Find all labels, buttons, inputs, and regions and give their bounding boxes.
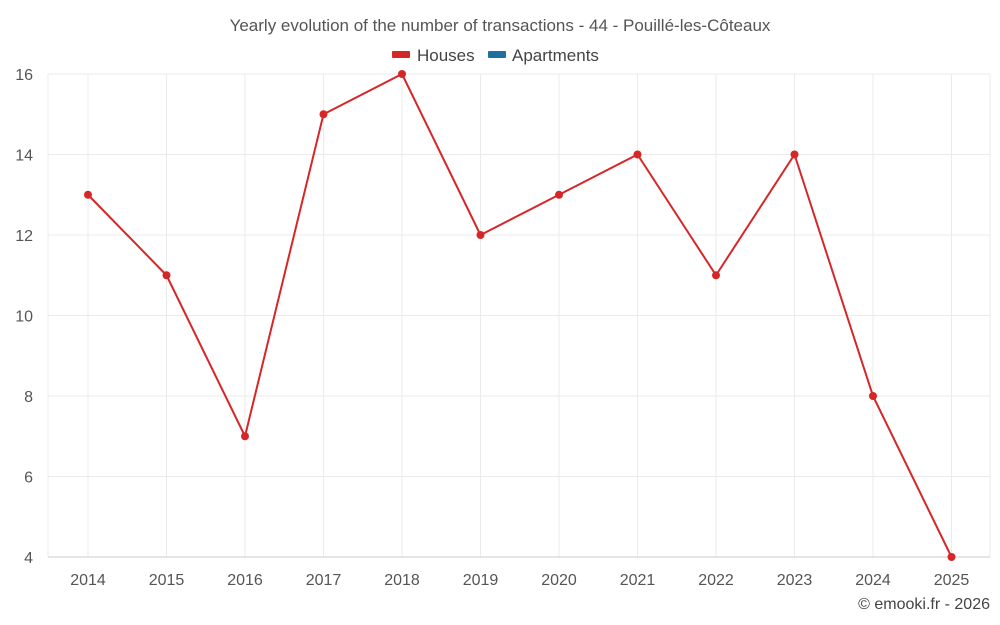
data-point[interactable] xyxy=(476,231,485,239)
y-tick-label: 16 xyxy=(15,67,33,84)
x-tick-label: 2016 xyxy=(227,572,263,589)
legend-label-apartments: Apartments xyxy=(512,46,599,65)
chart-title: Yearly evolution of the number of transa… xyxy=(230,16,771,35)
data-point[interactable] xyxy=(555,190,563,199)
data-point[interactable] xyxy=(869,392,877,400)
legend-swatch-apartments xyxy=(488,51,506,58)
data-point[interactable] xyxy=(241,432,249,441)
legend: Houses Apartments xyxy=(392,46,599,65)
data-point[interactable] xyxy=(947,553,956,561)
grid xyxy=(47,73,991,557)
y-tick-label: 12 xyxy=(15,228,33,245)
data-point[interactable] xyxy=(633,150,642,159)
x-tick-label: 2024 xyxy=(855,572,891,589)
x-axis-ticks: 2014 2015 2016 2017 2018 2019 2020 2021 2022 2023… xyxy=(70,572,969,589)
y-tick-label: 6 xyxy=(24,470,33,487)
legend-item-houses[interactable]: Houses xyxy=(392,46,475,65)
series-houses xyxy=(84,70,956,561)
x-tick-label: 2023 xyxy=(777,572,813,589)
x-tick-label: 2020 xyxy=(541,572,577,589)
y-tick-label: 8 xyxy=(24,389,33,406)
legend-item-apartments[interactable]: Apartments xyxy=(488,46,599,65)
x-tick-label: 2019 xyxy=(463,572,499,589)
x-tick-label: 2017 xyxy=(306,572,342,589)
legend-swatch-houses xyxy=(392,51,410,58)
data-point[interactable] xyxy=(790,150,799,159)
data-point[interactable] xyxy=(319,110,328,119)
x-tick-label: 2018 xyxy=(384,572,420,589)
y-tick-label: 14 xyxy=(15,148,33,165)
y-tick-label: 10 xyxy=(15,309,33,326)
data-point[interactable] xyxy=(398,70,406,78)
series-line-houses xyxy=(87,73,953,558)
x-tick-label: 2025 xyxy=(934,572,970,589)
credit-text: © emooki.fr - 2026 xyxy=(858,596,990,613)
data-point[interactable] xyxy=(84,190,92,199)
data-point[interactable] xyxy=(712,271,720,280)
x-tick-label: 2021 xyxy=(620,572,656,589)
y-axis-ticks: 4 6 8 10 12 14 16 xyxy=(15,67,33,567)
data-point[interactable] xyxy=(162,271,171,280)
y-tick-label: 4 xyxy=(24,550,33,567)
x-tick-label: 2022 xyxy=(698,572,734,589)
x-tick-label: 2014 xyxy=(70,572,106,589)
x-tick-label: 2015 xyxy=(149,572,185,589)
legend-label-houses: Houses xyxy=(417,46,475,65)
